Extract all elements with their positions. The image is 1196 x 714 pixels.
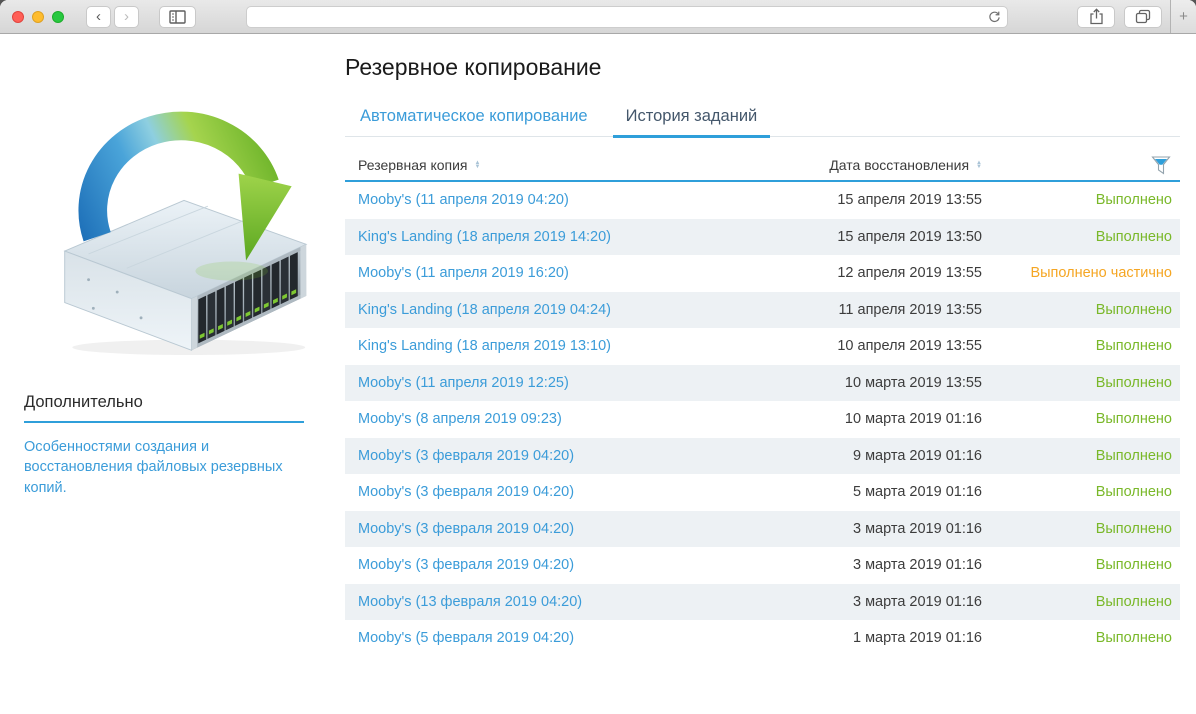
backup-name-link[interactable]: Mooby's (3 февраля 2019 04:20): [358, 484, 575, 501]
page-content: Дополнительно Особенностями создания и в…: [0, 34, 1196, 714]
share-icon: [1089, 8, 1103, 25]
sidebar-help-link[interactable]: Особенностями создания и восстановления …: [24, 439, 283, 496]
restore-date: 15 апреля 2019 13:50: [837, 228, 982, 245]
backup-name-link[interactable]: King's Landing (18 апреля 2019 13:10): [358, 338, 611, 355]
sidebar-icon: [169, 9, 186, 24]
backup-name-link[interactable]: Mooby's (5 февраля 2019 04:20): [358, 630, 575, 647]
sidebar: Дополнительно Особенностями создания и в…: [0, 34, 345, 714]
status-badge: Выполнено: [1095, 301, 1172, 318]
status-badge: Выполнено: [1095, 630, 1172, 647]
minimize-window-button[interactable]: [32, 10, 44, 23]
table-header: Резервная копия ▲ ▼ Дата восстановления ▲…: [345, 150, 1180, 182]
table-row: Mooby's (5 февраля 2019 04:20) 1 марта 2…: [345, 620, 1180, 657]
restore-date: 10 марта 2019 13:55: [844, 374, 982, 391]
tab-bar: Автоматическое копирование История задан…: [345, 107, 1180, 138]
sidebar-toggle-button[interactable]: [159, 5, 196, 28]
status-badge: Выполнено: [1095, 593, 1172, 610]
restore-date: 10 апреля 2019 13:55: [837, 338, 982, 355]
table-row: King's Landing (18 апреля 2019 14:20) 15…: [345, 218, 1180, 255]
backup-name-link[interactable]: Mooby's (11 апреля 2019 04:20): [358, 192, 569, 209]
restore-date: 3 марта 2019 01:16: [852, 520, 982, 537]
status-badge: Выполнено: [1095, 484, 1172, 501]
table-row: Mooby's (3 февраля 2019 04:20) 3 марта 2…: [345, 547, 1180, 584]
tab-automatic-copying[interactable]: Автоматическое копирование: [360, 107, 588, 125]
backup-server-illustration: [63, 111, 308, 356]
back-button[interactable]: ‹: [86, 5, 111, 28]
restore-date: 11 апреля 2019 13:55: [838, 301, 982, 318]
backup-name-link[interactable]: Mooby's (11 апреля 2019 16:20): [358, 265, 569, 282]
restore-date: 1 марта 2019 01:16: [852, 630, 982, 647]
backup-name-link[interactable]: Mooby's (8 апреля 2019 09:23): [358, 411, 562, 428]
main-panel: Резервное копирование Автоматическое коп…: [345, 34, 1196, 714]
close-window-button[interactable]: [12, 10, 24, 23]
restore-date: 15 апреля 2019 13:55: [837, 192, 982, 209]
tab-task-history[interactable]: История заданий: [612, 107, 771, 138]
status-badge: Выполнено: [1095, 192, 1172, 209]
share-button[interactable]: [1077, 5, 1115, 28]
table-row: Mooby's (11 апреля 2019 12:25) 10 марта …: [345, 364, 1180, 401]
restore-date: 9 марта 2019 01:16: [852, 447, 982, 464]
filter-column-header: [982, 155, 1172, 176]
sidebar-heading: Дополнительно: [24, 393, 143, 411]
reload-icon[interactable]: [988, 10, 1001, 24]
backup-name-link[interactable]: Mooby's (13 февраля 2019 04:20): [358, 593, 583, 610]
table-row: Mooby's (11 апреля 2019 16:20) 12 апреля…: [345, 255, 1180, 292]
toolbar-right-buttons: [1077, 5, 1162, 28]
browser-toolbar: ‹ ›: [0, 0, 1196, 34]
back-icon: ‹: [96, 8, 101, 25]
status-badge: Выполнено: [1095, 557, 1172, 574]
status-badge: Выполнено: [1095, 520, 1172, 537]
status-badge: Выполнено: [1095, 228, 1172, 245]
restore-date: 3 марта 2019 01:16: [852, 557, 982, 574]
tabs-overview-icon: [1135, 9, 1151, 24]
plus-icon: +: [1179, 8, 1188, 25]
column-label: Резервная копия: [358, 157, 468, 173]
restore-date: 3 марта 2019 01:16: [852, 593, 982, 610]
show-tabs-button[interactable]: [1124, 5, 1162, 28]
sidebar-heading-rule: [24, 421, 304, 423]
address-bar: [246, 5, 1008, 28]
restore-date: 5 марта 2019 01:16: [852, 484, 982, 501]
backup-name-link[interactable]: Mooby's (3 февраля 2019 04:20): [358, 447, 575, 464]
backup-name-link[interactable]: Mooby's (3 февраля 2019 04:20): [358, 520, 575, 537]
table-row: Mooby's (3 февраля 2019 04:20) 5 марта 2…: [345, 474, 1180, 511]
nav-buttons: ‹ ›: [86, 5, 139, 28]
status-badge: Выполнено: [1095, 411, 1172, 428]
address-input[interactable]: [253, 7, 988, 26]
table-row: King's Landing (18 апреля 2019 04:24) 11…: [345, 291, 1180, 328]
table-row: Mooby's (3 февраля 2019 04:20) 3 марта 2…: [345, 510, 1180, 547]
status-badge: Выполнено: [1095, 374, 1172, 391]
sort-icon[interactable]: ▲ ▼: [474, 159, 481, 170]
table-row: King's Landing (18 апреля 2019 13:10) 10…: [345, 328, 1180, 365]
restore-date: 12 апреля 2019 13:55: [837, 265, 982, 282]
new-tab-button[interactable]: +: [1170, 0, 1196, 33]
status-badge: Выполнено: [1095, 447, 1172, 464]
page-title: Резервное копирование: [345, 54, 602, 80]
table-row: Mooby's (3 февраля 2019 04:20) 9 марта 2…: [345, 437, 1180, 474]
status-badge: Выполнено частично: [1030, 265, 1172, 282]
status-badge: Выполнено: [1095, 338, 1172, 355]
backup-name-link[interactable]: Mooby's (11 апреля 2019 12:25): [358, 374, 569, 391]
column-header-backup-copy[interactable]: Резервная копия ▲ ▼: [358, 157, 742, 173]
restore-date: 10 марта 2019 01:16: [844, 411, 982, 428]
filter-funnel-icon[interactable]: [1150, 155, 1172, 176]
backup-name-link[interactable]: King's Landing (18 апреля 2019 04:24): [358, 301, 611, 318]
table-row: Mooby's (13 февраля 2019 04:20) 3 марта …: [345, 583, 1180, 620]
sort-icon[interactable]: ▲ ▼: [976, 159, 982, 170]
forward-button[interactable]: ›: [114, 5, 139, 28]
forward-icon: ›: [124, 8, 129, 25]
zoom-window-button[interactable]: [52, 10, 64, 23]
column-header-restore-date[interactable]: Дата восстановления ▲ ▼: [742, 157, 982, 173]
history-table-body: Mooby's (11 апреля 2019 04:20) 15 апреля…: [345, 182, 1180, 657]
table-row: Mooby's (11 апреля 2019 04:20) 15 апреля…: [345, 182, 1180, 219]
backup-name-link[interactable]: Mooby's (3 февраля 2019 04:20): [358, 557, 575, 574]
column-label: Дата восстановления: [829, 157, 970, 173]
window-controls: [12, 10, 64, 23]
backup-name-link[interactable]: King's Landing (18 апреля 2019 14:20): [358, 228, 611, 245]
table-row: Mooby's (8 апреля 2019 09:23) 10 марта 2…: [345, 401, 1180, 438]
